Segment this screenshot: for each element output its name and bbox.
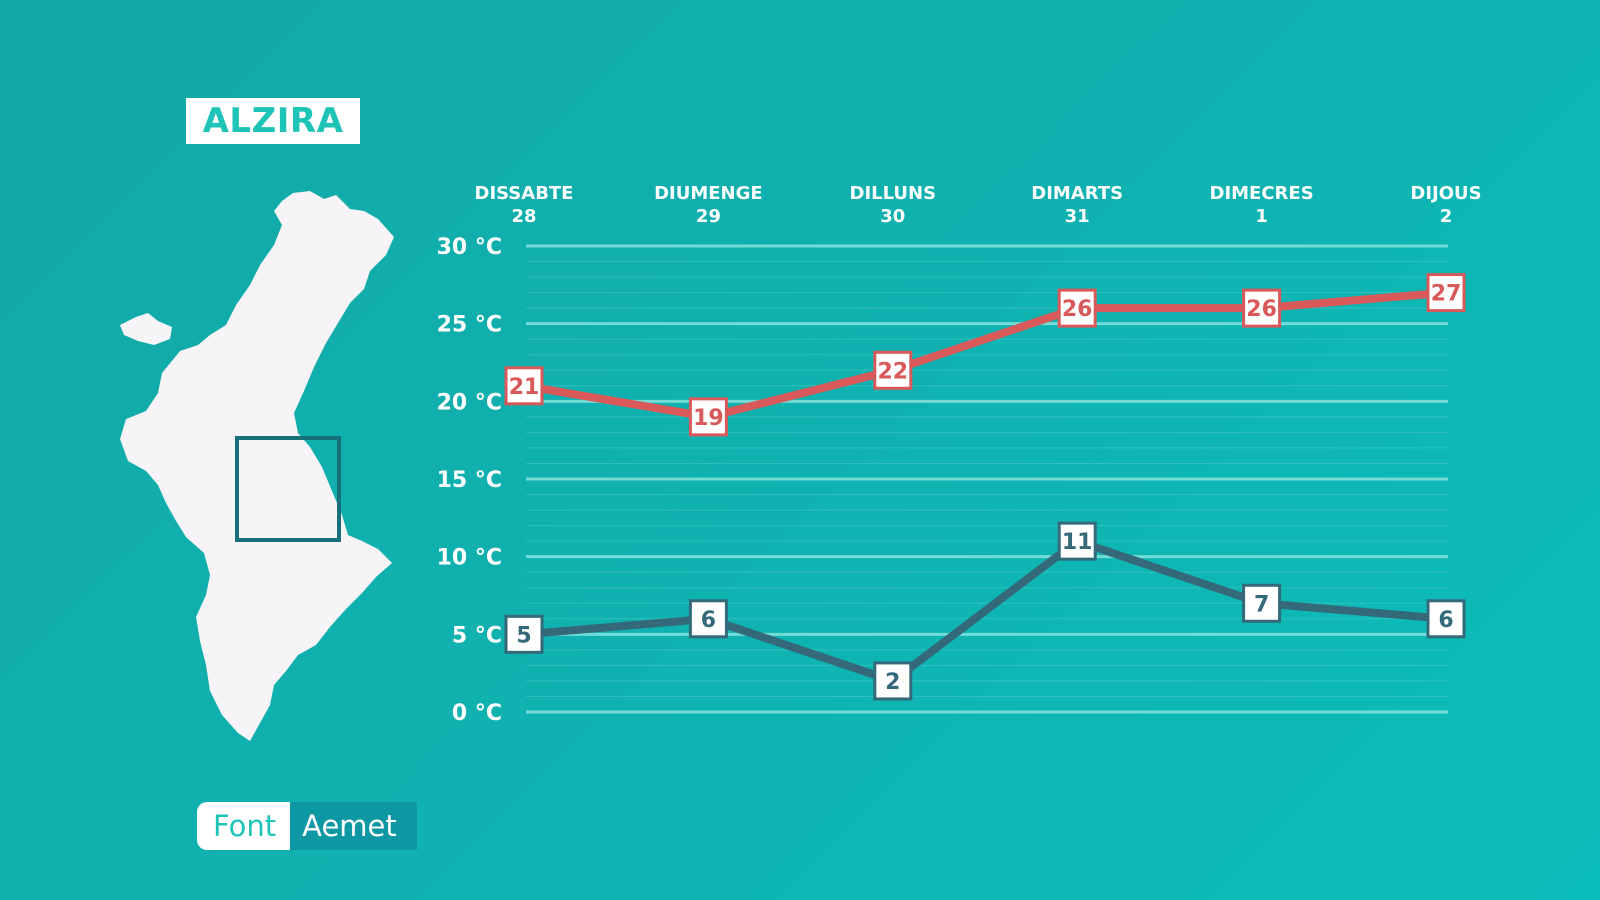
y-tick-label: 0 °C bbox=[452, 701, 502, 726]
selected-area-frame bbox=[235, 436, 341, 542]
data-label-min: 5 bbox=[516, 623, 531, 648]
y-tick-label: 20 °C bbox=[437, 390, 502, 415]
day-date-label: 29 bbox=[696, 206, 721, 227]
region-map bbox=[120, 191, 394, 741]
location-title: ALZIRA bbox=[186, 98, 360, 144]
data-label-min: 11 bbox=[1062, 530, 1093, 555]
data-label-max: 22 bbox=[877, 359, 908, 384]
day-date-label: 1 bbox=[1255, 206, 1268, 227]
y-tick-label: 10 °C bbox=[437, 546, 502, 571]
valencian-community-map-icon bbox=[120, 191, 394, 741]
source-value: Aemet bbox=[290, 802, 417, 850]
data-label-max: 19 bbox=[693, 406, 724, 431]
data-marker-min bbox=[688, 599, 728, 639]
day-name-label: DIMECRES bbox=[1210, 183, 1314, 204]
data-label-min: 7 bbox=[1254, 592, 1269, 617]
data-label-max: 21 bbox=[509, 375, 540, 400]
day-date-label: 2 bbox=[1440, 206, 1453, 227]
data-label-min: 6 bbox=[701, 608, 716, 633]
y-tick-label: 30 °C bbox=[437, 235, 502, 260]
day-name-label: DIJOUS bbox=[1410, 183, 1481, 204]
data-marker-min bbox=[504, 614, 544, 654]
data-marker-max bbox=[1242, 288, 1282, 328]
source-badge: Font Aemet bbox=[197, 802, 417, 850]
data-marker-max bbox=[1426, 273, 1466, 313]
day-date-label: 28 bbox=[511, 206, 536, 227]
data-marker-max bbox=[873, 350, 913, 390]
data-label-max: 26 bbox=[1062, 297, 1093, 322]
data-marker-min bbox=[873, 661, 913, 701]
data-marker-min bbox=[1426, 599, 1466, 639]
data-marker-max bbox=[1057, 288, 1097, 328]
day-name-label: DIUMENGE bbox=[654, 183, 763, 204]
data-label-min: 6 bbox=[1438, 608, 1453, 633]
day-name-label: DILLUNS bbox=[850, 183, 937, 204]
data-label-max: 27 bbox=[1431, 282, 1462, 307]
y-tick-label: 5 °C bbox=[452, 623, 502, 648]
day-name-label: DISSABTE bbox=[475, 183, 574, 204]
day-name-label: DIMARTS bbox=[1031, 183, 1123, 204]
data-marker-max bbox=[688, 397, 728, 437]
data-marker-max bbox=[504, 366, 544, 406]
y-tick-label: 25 °C bbox=[437, 313, 502, 338]
data-label-min: 2 bbox=[885, 670, 900, 695]
chart-layer: 0 °C 5 °C 10 °C 15 °C 20 °C 25 °C 30 °C DISSABT… bbox=[437, 183, 1482, 726]
day-date-label: 30 bbox=[880, 206, 905, 227]
data-marker-min bbox=[1057, 521, 1097, 561]
day-date-label: 31 bbox=[1065, 206, 1090, 227]
data-marker-min bbox=[1242, 583, 1282, 623]
source-label: Font bbox=[197, 802, 291, 850]
series-line-min bbox=[520, 537, 1450, 685]
series-line-max bbox=[520, 288, 1450, 421]
y-tick-label: 15 °C bbox=[437, 468, 502, 493]
data-label-max: 26 bbox=[1246, 297, 1277, 322]
